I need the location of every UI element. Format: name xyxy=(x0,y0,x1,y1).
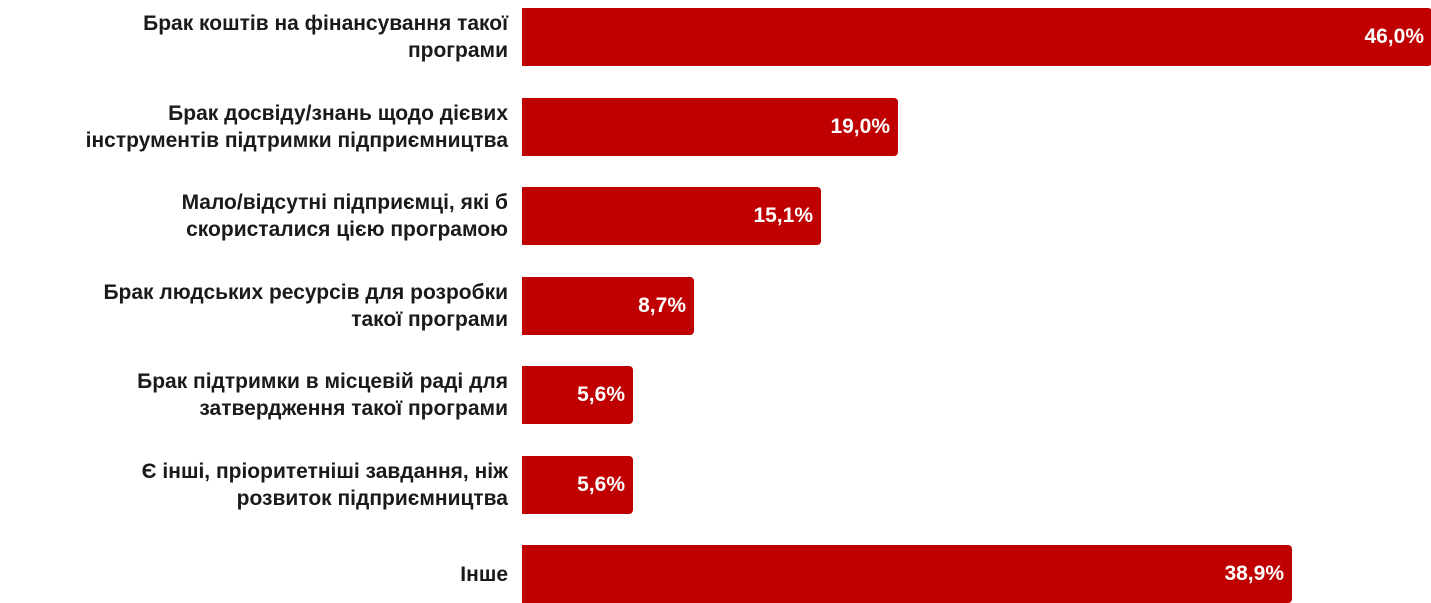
category-label-line: Брак підтримки в місцевій раді для xyxy=(137,370,508,393)
bar-value-label: 38,9% xyxy=(1224,562,1284,585)
category-label: Брак людських ресурсів для розробки такої… xyxy=(0,279,508,333)
bar xyxy=(522,97,898,156)
category-label-line: затвердження такої програми xyxy=(199,397,508,420)
category-label-line: такої програми xyxy=(351,307,508,331)
category-label-line: розвиток підприємництва xyxy=(236,486,508,510)
bar-value-label: 5,6% xyxy=(577,472,625,496)
category-label-line: скористалися цією програмою xyxy=(186,218,508,241)
category-label: Мало/відсутні підприємці, які б скористал… xyxy=(0,189,508,243)
bar xyxy=(522,187,821,245)
category-label: Брак досвіду/знань щодо дієвих інструмент… xyxy=(0,100,508,154)
bar xyxy=(522,366,633,424)
bar-value-label: 5,6% xyxy=(577,383,625,406)
category-label-line: Інше xyxy=(460,562,508,586)
category-label: Є інші, пріоритетніші завдання, ніж розви… xyxy=(0,458,508,512)
bar xyxy=(522,8,1431,66)
category-label-line: програми xyxy=(407,39,508,62)
bar-value-label: 8,7% xyxy=(638,293,686,317)
category-label-line: Брак досвіду/знань щодо дієвих xyxy=(168,101,508,125)
bar xyxy=(522,545,1292,603)
category-label-line: Мало/відсутні підприємці, які б xyxy=(181,191,508,214)
bar-value-label: 46,0% xyxy=(1364,25,1424,48)
category-label-line: Є інші, пріоритетніші завдання, ніж xyxy=(141,459,508,483)
bar xyxy=(522,455,633,514)
category-label-line: інструментів підтримки підприємництва xyxy=(85,128,508,152)
category-label: Інше xyxy=(0,561,508,588)
category-label: Брак коштів на фінансування такої програм… xyxy=(0,10,508,64)
bar-value-label: 15,1% xyxy=(753,204,813,227)
category-label: Брак підтримки в місцевій раді для затвер… xyxy=(0,368,508,422)
bar xyxy=(522,276,694,335)
category-label-line: Брак коштів на фінансування такої xyxy=(143,12,508,35)
category-label-line: Брак людських ресурсів для розробки xyxy=(103,280,508,304)
bar-value-label: 19,0% xyxy=(830,114,890,138)
